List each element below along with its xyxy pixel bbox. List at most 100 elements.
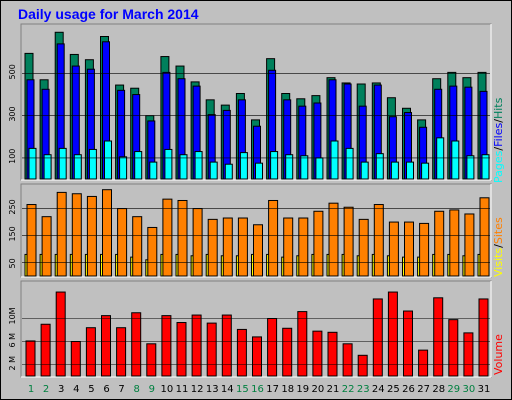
bar-volume bbox=[85, 327, 96, 377]
bar-pages bbox=[164, 148, 173, 180]
day-label: 13 bbox=[206, 384, 219, 395]
bar-pages bbox=[104, 140, 112, 180]
y-tick-label: 150 bbox=[8, 226, 17, 241]
bar-sites bbox=[479, 197, 490, 277]
y-tick-label: 500 bbox=[8, 64, 17, 79]
day-label: 18 bbox=[281, 384, 294, 395]
bar-pages bbox=[270, 151, 279, 180]
bar-sites bbox=[207, 218, 218, 277]
bar-sites bbox=[237, 217, 248, 277]
bar-volume bbox=[478, 298, 489, 377]
bar-pages bbox=[43, 154, 52, 180]
bar-sites bbox=[373, 204, 384, 277]
legend-hits: Hits bbox=[492, 97, 505, 119]
bar-volume bbox=[236, 328, 247, 377]
day-label: 6 bbox=[103, 384, 109, 395]
day-label: 7 bbox=[118, 384, 124, 395]
bar-pages bbox=[451, 140, 460, 180]
bar-sites bbox=[449, 209, 460, 277]
y-tick-label: 10M bbox=[8, 307, 17, 324]
day-label: 3 bbox=[58, 384, 64, 395]
bar-volume bbox=[206, 322, 217, 377]
bar-sites bbox=[147, 226, 158, 277]
bar-sites bbox=[328, 202, 339, 277]
legend-pages: Pages bbox=[492, 150, 505, 183]
day-label: 11 bbox=[176, 384, 189, 395]
bar-pages bbox=[481, 154, 490, 180]
bar-pages bbox=[88, 148, 97, 180]
day-label: 16 bbox=[251, 384, 264, 395]
legend-hits-files-pages: Pages/Files/Hits bbox=[492, 97, 505, 183]
day-label: 17 bbox=[266, 384, 279, 395]
bar-volume bbox=[191, 314, 202, 377]
bar-sites bbox=[404, 221, 414, 277]
bar-sites bbox=[358, 218, 369, 277]
bar-pages bbox=[421, 162, 430, 180]
legend-volume: Volume bbox=[492, 334, 505, 375]
bar-volume bbox=[131, 312, 142, 377]
bar-sites bbox=[132, 216, 143, 277]
y-tick-label: 50 bbox=[8, 258, 17, 268]
bar-volume bbox=[387, 291, 398, 377]
bar-pages bbox=[149, 161, 158, 180]
legend-files: Files bbox=[492, 122, 505, 146]
legend-visits-sites: Visits/Sites bbox=[492, 217, 505, 277]
day-label: 12 bbox=[191, 384, 204, 395]
bar-sites bbox=[419, 222, 430, 277]
bar-sites bbox=[268, 199, 279, 277]
bar-sites bbox=[56, 191, 67, 277]
day-label: 24 bbox=[372, 384, 385, 395]
bar-pages bbox=[330, 140, 339, 180]
bar-volume bbox=[55, 291, 66, 377]
bar-sites bbox=[283, 217, 294, 277]
day-label: 8 bbox=[134, 384, 140, 395]
day-label: 26 bbox=[402, 384, 415, 395]
y-tick-label: 250 bbox=[8, 199, 17, 214]
day-label: 19 bbox=[296, 384, 309, 395]
bar-pages bbox=[28, 147, 37, 180]
day-label: 23 bbox=[357, 384, 370, 395]
bar-sites bbox=[71, 193, 82, 277]
legend-visits: Visits bbox=[492, 248, 505, 277]
bar-sites bbox=[86, 195, 97, 277]
y-tick-label: 100 bbox=[8, 149, 17, 164]
day-label: 29 bbox=[447, 384, 460, 395]
bar-sites bbox=[298, 217, 309, 277]
day-label: 30 bbox=[463, 384, 476, 395]
day-label: 1 bbox=[28, 384, 34, 395]
bar-sites bbox=[117, 208, 128, 277]
bar-volume bbox=[448, 319, 459, 377]
bar-sites bbox=[253, 224, 263, 277]
day-label: 10 bbox=[161, 384, 174, 395]
bar-volume bbox=[327, 331, 338, 377]
bar-sites bbox=[313, 210, 324, 277]
bar-pages bbox=[345, 147, 354, 180]
bar-pages bbox=[300, 155, 309, 180]
day-label: 9 bbox=[149, 384, 155, 395]
bar-pages bbox=[466, 155, 475, 180]
bar-volume bbox=[357, 354, 368, 377]
bar-pages bbox=[255, 162, 263, 180]
bar-volume bbox=[40, 323, 51, 377]
bar-sites bbox=[41, 216, 52, 277]
bar-sites bbox=[162, 198, 173, 277]
bar-volume bbox=[433, 297, 444, 377]
day-label: 27 bbox=[417, 384, 430, 395]
bar-volume bbox=[101, 315, 111, 377]
bar-sites bbox=[343, 206, 354, 277]
legend-sep: / bbox=[492, 119, 505, 123]
day-label: 31 bbox=[478, 384, 491, 395]
day-label: 14 bbox=[221, 384, 234, 395]
bar-sites bbox=[26, 204, 37, 277]
bar-pages bbox=[224, 163, 233, 180]
day-label: 20 bbox=[312, 384, 325, 395]
bar-sites bbox=[222, 217, 233, 277]
bar-pages bbox=[360, 161, 369, 180]
bar-sites bbox=[102, 189, 112, 277]
bar-volume bbox=[146, 343, 157, 377]
bar-pages bbox=[209, 161, 218, 180]
bar-sites bbox=[177, 199, 188, 277]
day-label: 22 bbox=[342, 384, 355, 395]
bar-pages bbox=[390, 161, 399, 180]
